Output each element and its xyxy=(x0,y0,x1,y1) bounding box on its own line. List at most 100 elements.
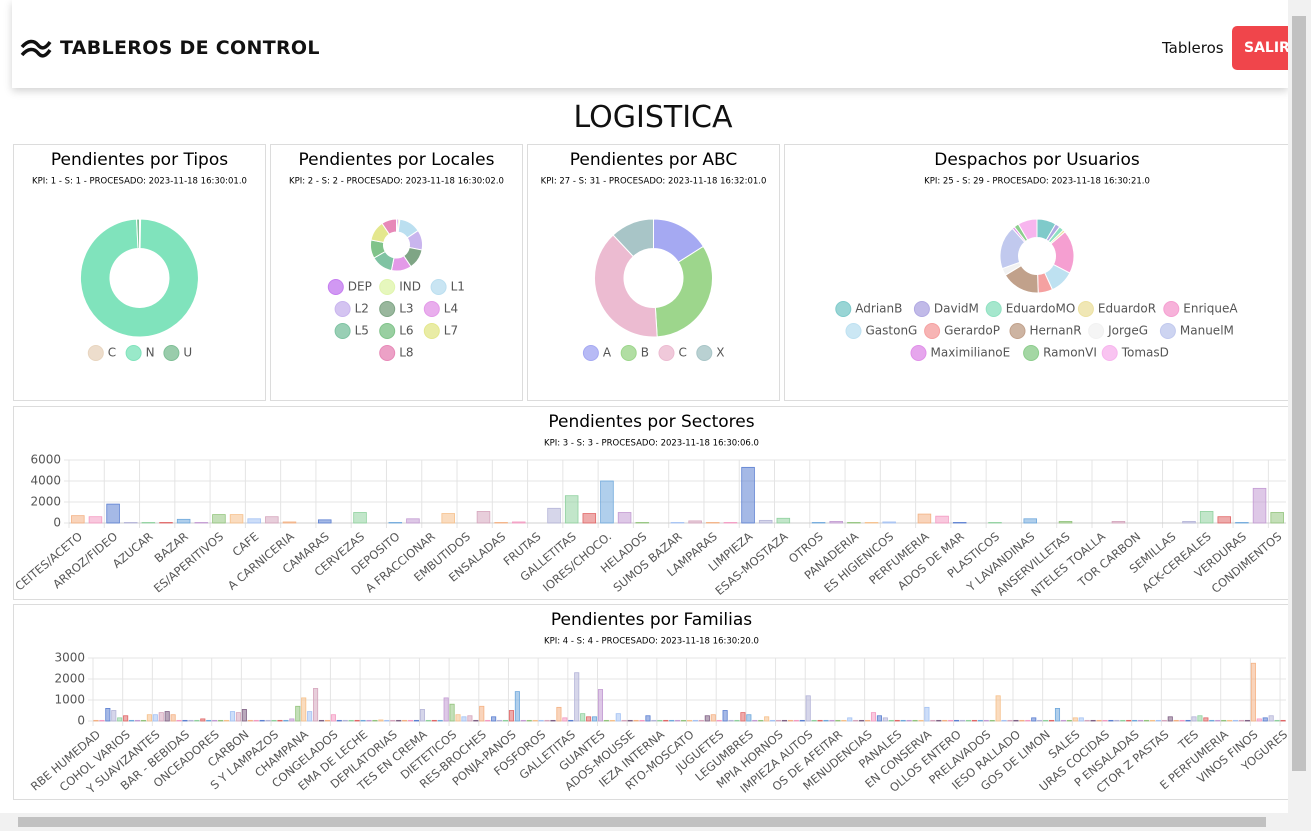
bar xyxy=(146,714,152,722)
bar xyxy=(1191,716,1197,722)
bar xyxy=(1084,719,1090,722)
legend-swatch xyxy=(845,323,862,339)
chart-panel: Pendientes por Sectores KPI: 3 - S: 3 - P… xyxy=(13,406,1290,600)
bar xyxy=(497,719,503,722)
bar xyxy=(318,719,325,722)
bar xyxy=(900,719,906,722)
legend-label: L5 xyxy=(355,324,369,338)
legend-swatch xyxy=(379,279,396,295)
bar xyxy=(639,719,645,722)
y-tick-label: 2000 xyxy=(30,495,61,509)
bar xyxy=(1280,719,1286,722)
bar xyxy=(538,719,544,722)
bar xyxy=(948,719,954,722)
bar xyxy=(954,719,960,722)
bar xyxy=(1102,719,1108,722)
bar xyxy=(419,709,425,722)
bar xyxy=(354,719,360,722)
bar xyxy=(1179,719,1185,722)
bar xyxy=(556,706,562,722)
bar xyxy=(253,719,259,722)
legend-label: TomasD xyxy=(1121,346,1169,360)
bar xyxy=(1270,512,1284,524)
bar xyxy=(906,719,912,722)
legend-swatch xyxy=(423,301,440,317)
bar xyxy=(811,719,817,722)
legend-label: EduardoR xyxy=(1098,302,1156,316)
bar xyxy=(348,719,354,722)
bar xyxy=(1023,518,1038,524)
bar xyxy=(617,512,632,524)
legend-label: GerardoP xyxy=(944,324,1000,338)
bar xyxy=(716,719,722,722)
bar xyxy=(526,719,532,722)
vertical-scrollbar[interactable] xyxy=(1288,0,1311,813)
bar xyxy=(651,719,657,722)
chart-panel: Pendientes por Familias KPI: 4 - S: 4 - P… xyxy=(13,604,1290,800)
bar xyxy=(550,719,556,722)
bar xyxy=(574,672,580,722)
legend-swatch xyxy=(835,301,852,317)
bar xyxy=(476,511,491,524)
bar xyxy=(1001,719,1007,722)
bar xyxy=(141,522,156,524)
bar xyxy=(1217,516,1232,524)
bar xyxy=(229,711,236,722)
legend-swatch xyxy=(334,301,351,317)
horizontal-scrollbar[interactable] xyxy=(0,813,1311,831)
legend-label: GastonG xyxy=(866,324,918,338)
bar xyxy=(627,719,633,722)
bar xyxy=(159,522,173,524)
bar xyxy=(1132,719,1138,722)
bar xyxy=(758,519,773,524)
bar xyxy=(675,719,681,722)
bar xyxy=(301,697,307,722)
bar xyxy=(918,719,924,722)
legend-swatch xyxy=(334,323,351,339)
legend-label: DavidM xyxy=(934,302,979,316)
scroll-thumb[interactable] xyxy=(18,817,1266,827)
y-tick-label: 0 xyxy=(53,516,61,530)
bar xyxy=(600,480,614,524)
bar xyxy=(723,522,738,524)
bar xyxy=(1058,521,1073,524)
pie-slice xyxy=(79,218,199,338)
bar xyxy=(1262,717,1268,722)
bar xyxy=(408,719,414,722)
bar xyxy=(805,695,811,722)
bar xyxy=(164,711,170,722)
y-tick-label: 0 xyxy=(77,714,85,728)
bar xyxy=(372,719,378,722)
nav-link[interactable]: Tableros xyxy=(1162,39,1224,57)
bar xyxy=(1114,719,1120,722)
legend-label: X xyxy=(716,346,724,360)
bar xyxy=(692,719,698,722)
bar xyxy=(952,522,967,524)
bar xyxy=(218,719,224,722)
legend-swatch xyxy=(1009,323,1026,339)
bar xyxy=(241,709,247,722)
bar xyxy=(425,719,431,722)
bar xyxy=(265,719,271,722)
bar xyxy=(1227,719,1233,722)
bar xyxy=(983,719,989,722)
bar xyxy=(282,521,297,524)
bar xyxy=(479,705,485,722)
bar xyxy=(1143,719,1150,722)
bar xyxy=(212,514,226,524)
bar xyxy=(235,712,241,722)
legend-swatch xyxy=(1077,301,1094,317)
bar xyxy=(307,711,313,722)
pie-slice xyxy=(594,234,658,338)
legend-label: ManuelM xyxy=(1180,324,1234,338)
bar xyxy=(194,522,209,524)
bar xyxy=(200,718,206,722)
scroll-thumb[interactable] xyxy=(1292,16,1306,771)
bar xyxy=(366,719,372,722)
bar xyxy=(1025,719,1031,722)
bar xyxy=(706,522,720,524)
bar xyxy=(876,715,882,722)
bar xyxy=(859,719,865,722)
bar xyxy=(775,719,782,722)
bar xyxy=(188,719,194,722)
